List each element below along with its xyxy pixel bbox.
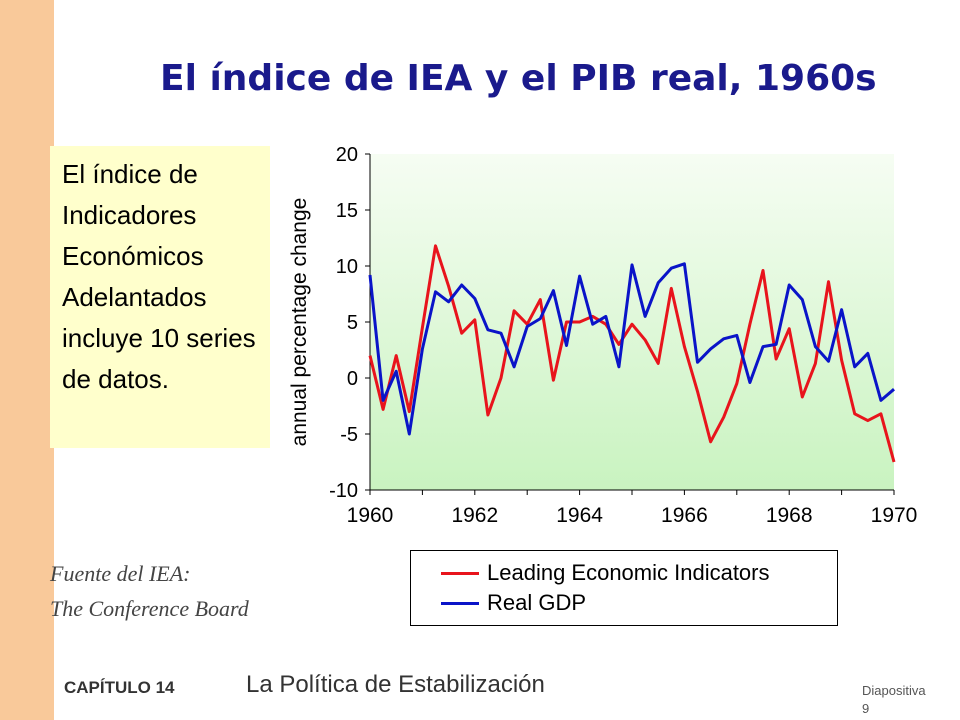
legend-swatch-gdp — [441, 601, 479, 605]
legend-label-gdp: Real GDP — [487, 590, 587, 615]
x-tick-label: 1960 — [347, 504, 394, 527]
left-accent-bar — [0, 0, 54, 720]
source-note: Fuente del IEA: The Conference Board — [50, 556, 249, 626]
x-tick-label: 1966 — [661, 504, 708, 527]
source-line-2: The Conference Board — [50, 596, 249, 621]
legend-swatch-lei — [441, 571, 479, 575]
x-tick-label: 1968 — [766, 504, 813, 527]
y-tick-label: 10 — [336, 256, 358, 278]
y-tick-label: 0 — [347, 368, 358, 390]
slide-number: 9 — [862, 701, 870, 716]
y-tick-label: 15 — [336, 200, 358, 222]
y-tick-label: 20 — [336, 144, 358, 166]
y-tick-label: -10 — [329, 480, 358, 502]
series-line-leading-economic-indicators — [368, 244, 896, 463]
line-chart: -10 -5 0 5 10 15 20 1960 1962 1964 1966 1968 1970 an… — [288, 144, 918, 527]
source-line-1: Fuente del IEA: — [50, 561, 191, 586]
x-tick-label: 1962 — [451, 504, 498, 527]
legend-label-lei: Leading Economic Indicators — [487, 560, 770, 585]
y-tick-label: 5 — [347, 312, 358, 334]
y-axis-label: annual percentage change — [288, 198, 311, 447]
footer-topic: La Política de Estabilización — [246, 671, 545, 698]
y-tick-label: -5 — [340, 424, 358, 446]
footer-chapter: CAPÍTULO 14 — [64, 678, 175, 697]
slide-title: El índice de IEA y el PIB real, 1960s — [160, 58, 877, 99]
chart-legend: Leading Economic Indicators Real GDP — [410, 550, 838, 626]
note-text: El índice de Indicadores Económicos Adel… — [62, 159, 256, 394]
plot-area — [370, 154, 894, 490]
slide-number-label: Diapositiva 9 — [862, 682, 926, 718]
series-line-real-gdp — [368, 262, 895, 436]
legend-item-lei: Leading Economic Indicators — [441, 560, 770, 586]
legend-item-gdp: Real GDP — [441, 590, 586, 616]
x-tick-label: 1964 — [556, 504, 603, 527]
slide-word: Diapositiva — [862, 683, 926, 698]
x-tick-label: 1970 — [871, 504, 918, 527]
note-box: El índice de Indicadores Económicos Adel… — [50, 146, 270, 448]
